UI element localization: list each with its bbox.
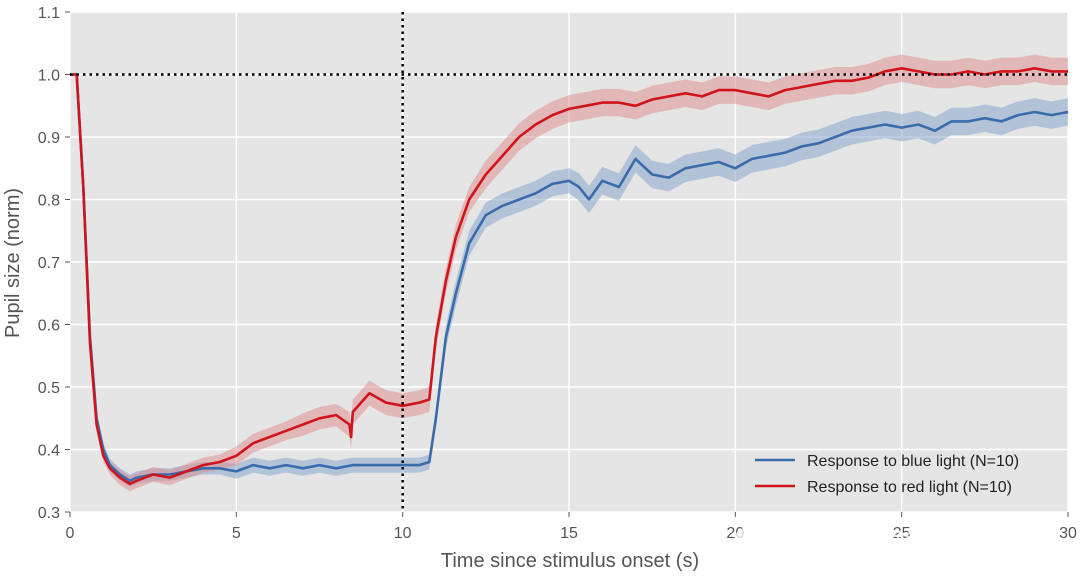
- legend-label-series-2: Response to red light (N=10): [807, 479, 1012, 496]
- y-tick-label: 0.8: [38, 193, 60, 210]
- y-tick-label: 0.3: [38, 505, 60, 522]
- y-tick-label: 0.7: [38, 255, 60, 272]
- x-tick-label: 30: [1059, 525, 1077, 542]
- y-tick-label: 0.4: [38, 443, 60, 460]
- series-line-1: [70, 73, 1069, 483]
- legend: Response to blue light (N=10) Response to…: [755, 453, 1019, 496]
- x-tick-label: 5: [232, 525, 241, 542]
- x-tick-label: 15: [560, 525, 578, 542]
- confidence-bands: [70, 54, 1068, 492]
- watermark: 公众号 · 元深无际亦 ID:15266844: [735, 528, 1031, 561]
- legend-label-series-1: Response to blue light (N=10): [807, 453, 1019, 470]
- watermark-id: ID:15266844: [945, 544, 1031, 561]
- y-tick-label: 1.1: [38, 5, 60, 22]
- x-axis-title: Time since stimulus onset (s): [441, 550, 699, 572]
- confidence-band-series-1: [70, 74, 1068, 487]
- x-tick-label: 0: [66, 525, 75, 542]
- x-tick-label: 10: [394, 525, 412, 542]
- watermark-text: 公众号 · 元深无际亦: [762, 528, 922, 549]
- reference-lines: [70, 12, 1068, 512]
- y-tick-labels: 0.3 0.4 0.5 0.6 0.7 0.8 0.9 1.0 1.1: [38, 5, 70, 522]
- y-axis-title: Pupil size (norm): [2, 188, 24, 338]
- wechat-icon: [735, 528, 755, 548]
- x-tick-label: 25: [893, 525, 911, 542]
- y-tick-label: 0.5: [38, 380, 60, 397]
- x-tick-labels: 0 5 10 15 20 25 30: [66, 512, 1077, 542]
- y-tick-label: 1.0: [38, 68, 60, 85]
- y-tick-label: 0.6: [38, 318, 60, 335]
- y-tick-label: 0.9: [38, 130, 60, 147]
